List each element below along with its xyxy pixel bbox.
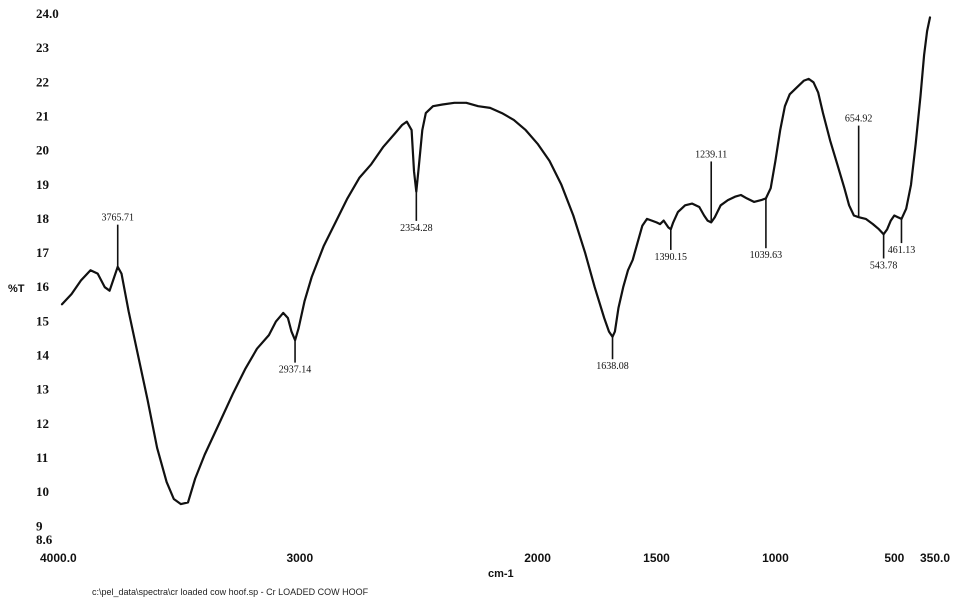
- x-tick-label: 4000.0: [40, 551, 77, 565]
- peak-label: 1638.08: [596, 361, 629, 372]
- y-tick-label: 20: [36, 143, 49, 158]
- x-tick-label: 350.0: [920, 551, 950, 565]
- y-tick-label: 23: [36, 40, 50, 55]
- y-tick-label: 17: [36, 245, 50, 260]
- x-tick-label: 2000: [524, 551, 551, 565]
- x-tick-label: 500: [884, 551, 904, 565]
- y-tick-label: 11: [36, 450, 48, 465]
- y-tick-label: 15: [36, 313, 50, 328]
- y-tick-label: 19: [36, 177, 50, 192]
- peak-label: 2354.28: [400, 223, 433, 234]
- y-tick-label: 9: [36, 518, 43, 533]
- y-tick-label: 18: [36, 211, 50, 226]
- footer-caption: c:\pel_data\spectra\cr loaded cow hoof.s…: [92, 587, 369, 597]
- y-tick-label: 10: [36, 484, 49, 499]
- spectrum-line: [60, 16, 932, 506]
- peak-label: 654.92: [845, 114, 873, 125]
- y-tick-label: 8.6: [36, 532, 53, 547]
- x-tick-label: 3000: [286, 551, 313, 565]
- y-tick-label: 22: [36, 74, 49, 89]
- y-axis-tick-labels: 24.0 23 22 21 20 19 18 17 16 15 14 13 12 11 10 98.6: [36, 6, 59, 547]
- x-tick-label: 1000: [762, 551, 789, 565]
- y-tick-label: 21: [36, 108, 49, 123]
- peak-label: 543.78: [870, 260, 898, 271]
- x-axis-label: cm-1: [488, 568, 514, 580]
- peak-label: 2937.14: [279, 365, 312, 376]
- peak-label: 1390.15: [655, 252, 688, 263]
- y-tick-label: 13: [36, 382, 50, 397]
- y-tick-label: 12: [36, 416, 49, 431]
- y-axis-label: %T: [8, 283, 25, 295]
- x-tick-label: 1500: [643, 551, 670, 565]
- y-tick-label: 14: [36, 348, 50, 363]
- peak-label: 1039.63: [750, 250, 783, 261]
- peak-annotations: 3765.71 2937.14 2354.28 1638.08 1390.15 1239.…: [101, 114, 915, 376]
- x-axis-tick-labels: 4000.0 3000 2000 1500 1000 500 350.0: [40, 551, 950, 565]
- peak-label: 461.13: [888, 245, 916, 256]
- y-tick-label: 16: [36, 279, 50, 294]
- y-tick-label: 24.0: [36, 6, 59, 21]
- peak-label: 3765.71: [101, 213, 134, 224]
- peak-label: 1239.11: [695, 149, 727, 160]
